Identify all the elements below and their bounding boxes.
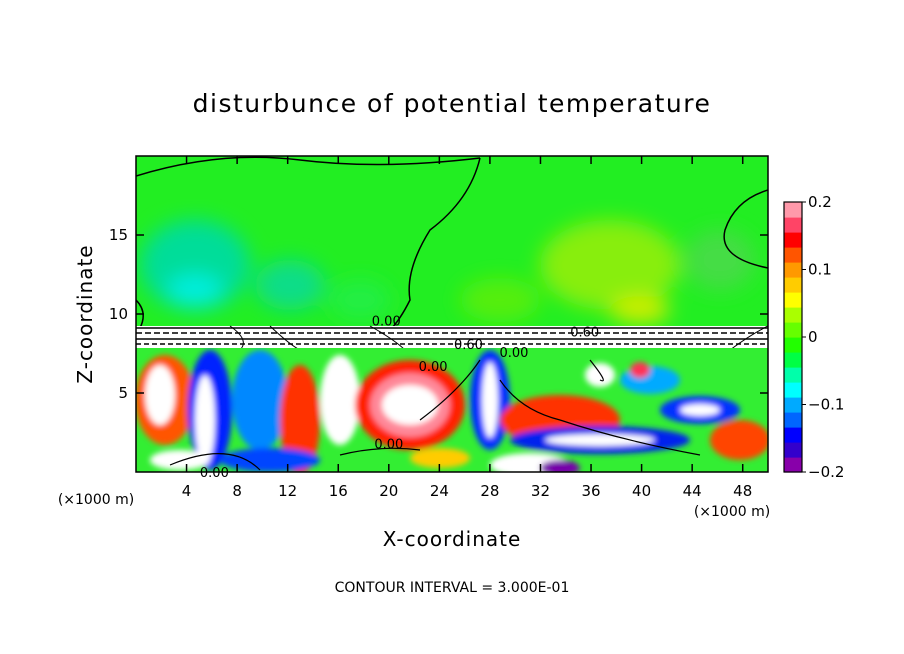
y-axis: 5 10 15	[109, 226, 768, 402]
contour-label: 0.00	[200, 466, 229, 481]
x-tick-label: 32	[531, 482, 550, 500]
x-axis-label: X-coordinate	[383, 527, 522, 551]
inversion-band	[136, 326, 768, 350]
x-tick-label: 36	[581, 482, 600, 500]
y-tick-label: 10	[109, 305, 128, 323]
x-tick-label: 4	[182, 482, 192, 500]
colorbar-swatch	[784, 412, 802, 428]
colorbar-tick-label: −0.1	[808, 396, 844, 414]
colorbar-swatch	[784, 427, 802, 443]
colorbar-tick-label: 0.1	[808, 261, 832, 279]
lower-field	[136, 348, 768, 472]
colorbar-swatch	[784, 217, 802, 233]
contour-label: 0.00	[499, 346, 528, 361]
x-tick-label: 16	[329, 482, 348, 500]
chart-title: disturbunce of potential temperature	[193, 89, 712, 118]
upper-contours	[136, 156, 768, 331]
contour-interval: CONTOUR INTERVAL = 3.000E-01	[335, 580, 570, 596]
colorbar-swatch	[784, 367, 802, 383]
colorbar-swatch	[784, 202, 802, 218]
colorbar-swatch	[784, 352, 802, 368]
colorbar-swatch	[784, 277, 802, 293]
colorbar-swatch	[784, 322, 802, 338]
contour-label: 0.00	[419, 360, 448, 375]
colorbar-swatch	[784, 382, 802, 398]
z-unit-label: (×1000 m)	[58, 492, 134, 508]
plot-area	[136, 156, 768, 472]
x-tick-label: 28	[480, 482, 499, 500]
colorbar-swatch	[784, 307, 802, 323]
colorbar-swatch	[784, 247, 802, 263]
x-tick-label: 20	[379, 482, 398, 500]
colorbar-tick-label: 0.2	[808, 193, 832, 211]
x-axis: 4 8 12 16 20 24 28 32 36 40 44 48	[182, 156, 752, 500]
colorbar-swatch	[784, 262, 802, 278]
x-tick-label: 48	[733, 482, 752, 500]
colorbar: 0.2 0.1 0 −0.1 −0.2	[783, 193, 844, 481]
colorbar-tick-label: 0	[808, 328, 818, 346]
x-tick-label: 8	[232, 482, 242, 500]
x-unit-label: (×1000 m)	[694, 504, 770, 520]
contour-label: 0.00	[374, 438, 403, 453]
x-tick-label: 12	[278, 482, 297, 500]
colorbar-swatch	[784, 397, 802, 413]
contour-label: 0.60	[454, 338, 483, 353]
x-tick-label: 44	[683, 482, 702, 500]
contour-label: 0.00	[372, 314, 401, 329]
x-tick-label: 40	[632, 482, 651, 500]
y-axis-label: Z-coordinate	[73, 244, 97, 383]
contour-label: 0.60	[570, 325, 599, 340]
colorbar-tick-label: −0.2	[808, 463, 844, 481]
y-tick-label: 15	[109, 226, 128, 244]
colorbar-swatch	[784, 442, 802, 458]
contour-labels: 0.00 0.60 0.60 0.00 0.00 0.00 0.00	[200, 314, 599, 481]
colorbar-swatch	[784, 232, 802, 248]
colorbar-swatch	[784, 292, 802, 308]
colorbar-swatch	[784, 337, 802, 353]
upper-shading	[140, 220, 755, 324]
colorbar-swatch	[784, 457, 802, 473]
x-tick-label: 24	[430, 482, 449, 500]
y-tick-label: 5	[118, 384, 128, 402]
